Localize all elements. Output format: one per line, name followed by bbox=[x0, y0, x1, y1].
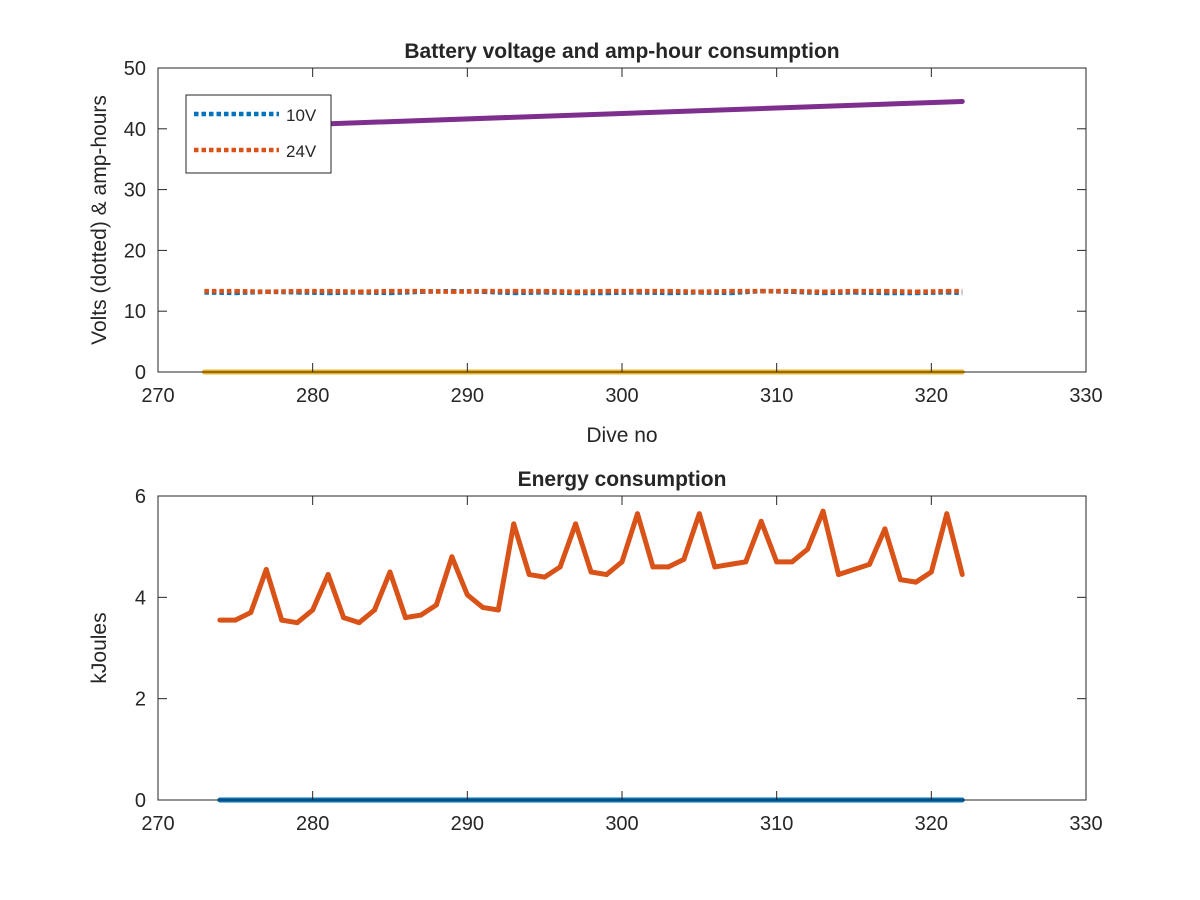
y-tick-label: 20 bbox=[124, 240, 146, 262]
line-segment bbox=[526, 572, 548, 580]
line-segment bbox=[328, 288, 360, 294]
line-segment bbox=[851, 561, 872, 572]
line-segment bbox=[232, 610, 254, 623]
line-segment bbox=[263, 566, 285, 623]
y-tick-label: 0 bbox=[135, 790, 146, 812]
x-tick-label: 310 bbox=[760, 385, 793, 407]
series-2-1 bbox=[217, 508, 965, 626]
line-segment bbox=[294, 607, 316, 626]
line-segment bbox=[758, 518, 780, 565]
line-segment bbox=[820, 508, 842, 578]
y-tick-label: 4 bbox=[135, 587, 146, 609]
line-segment bbox=[634, 511, 656, 570]
x-tick-label: 320 bbox=[915, 385, 948, 407]
line-segment bbox=[712, 561, 733, 570]
line-segment bbox=[805, 508, 826, 552]
line-segment bbox=[279, 617, 300, 626]
legend-label: 10V bbox=[286, 106, 317, 125]
line-segment bbox=[451, 288, 483, 294]
line-segment bbox=[557, 521, 579, 570]
line-segment bbox=[619, 511, 640, 565]
line-segment bbox=[356, 607, 378, 626]
x-tick-label: 320 bbox=[915, 813, 948, 835]
line-segment bbox=[420, 288, 452, 294]
y-tick-label: 50 bbox=[124, 58, 146, 80]
line-segment bbox=[573, 521, 594, 575]
y-tick-label: 2 bbox=[135, 689, 146, 711]
x-tick-label: 300 bbox=[605, 813, 638, 835]
line-segment bbox=[836, 566, 857, 578]
line-segment bbox=[495, 521, 517, 613]
line-segment bbox=[310, 572, 331, 613]
x-axis-label: Dive no bbox=[586, 424, 657, 447]
line-segment bbox=[511, 521, 532, 578]
line-segment bbox=[699, 288, 731, 294]
line-segment bbox=[882, 526, 903, 583]
line-segment bbox=[789, 546, 811, 565]
y-tick-label: 40 bbox=[124, 119, 146, 141]
line-segment bbox=[433, 554, 455, 608]
axes-box bbox=[157, 495, 1087, 801]
line-segment bbox=[325, 572, 347, 621]
chart-title: Energy consumption bbox=[518, 468, 727, 491]
line-segment bbox=[402, 612, 424, 621]
line-segment bbox=[928, 511, 950, 575]
line-segment bbox=[387, 569, 408, 621]
line-segment bbox=[743, 518, 764, 565]
line-segment bbox=[266, 288, 298, 294]
line-segment bbox=[341, 615, 362, 626]
line-segment bbox=[913, 569, 934, 585]
line-segment bbox=[575, 288, 607, 294]
x-tick-label: 290 bbox=[451, 813, 484, 835]
y-tick-label: 0 bbox=[135, 362, 146, 384]
x-tick-label: 280 bbox=[296, 813, 329, 835]
line-segment bbox=[449, 554, 470, 598]
y-axis-label: kJoules bbox=[88, 612, 111, 683]
x-tick-label: 330 bbox=[1069, 385, 1102, 407]
line-segment bbox=[235, 288, 267, 294]
line-segment bbox=[359, 288, 391, 294]
series-1-2 bbox=[204, 288, 963, 294]
y-tick-label: 6 bbox=[135, 486, 146, 508]
line-segment bbox=[480, 604, 501, 613]
line-segment bbox=[248, 566, 269, 616]
x-tick-label: 330 bbox=[1069, 813, 1102, 835]
line-segment bbox=[727, 559, 749, 567]
y-tick-label: 10 bbox=[124, 301, 146, 323]
y-tick-label: 30 bbox=[124, 180, 146, 202]
line-segment bbox=[464, 592, 486, 610]
line-segment bbox=[792, 288, 824, 294]
line-segment bbox=[544, 288, 576, 294]
legend: 10V 24V bbox=[185, 94, 332, 174]
line-segment bbox=[604, 559, 625, 578]
line-segment bbox=[884, 288, 916, 294]
line-segment bbox=[668, 288, 700, 294]
line-segment bbox=[588, 569, 610, 578]
x-tick-label: 280 bbox=[296, 385, 329, 407]
x-tick-label: 270 bbox=[141, 813, 174, 835]
line-segment bbox=[542, 564, 563, 580]
x-tick-label: 310 bbox=[760, 813, 793, 835]
line-segment bbox=[866, 526, 888, 567]
x-tick-label: 270 bbox=[141, 385, 174, 407]
line-segment bbox=[897, 577, 919, 585]
axes-1: 270 280 290 300 310 320 330 0 10 20 30 40 50 Battery … bbox=[88, 40, 1103, 447]
line-segment bbox=[915, 288, 947, 294]
line-segment bbox=[418, 602, 439, 618]
x-tick-label: 300 bbox=[605, 385, 638, 407]
chart-title: Battery voltage and amp-hour consumption bbox=[404, 40, 839, 63]
legend-label: 24V bbox=[286, 142, 317, 161]
line-segment bbox=[696, 511, 718, 570]
line-segment bbox=[681, 511, 702, 562]
legend-box bbox=[185, 94, 332, 174]
y-axis-label: Volts (dotted) & amp-hours bbox=[88, 95, 111, 345]
line-segment bbox=[944, 511, 965, 578]
line-segment bbox=[372, 569, 393, 613]
x-tick-label: 290 bbox=[451, 385, 484, 407]
line-segment bbox=[665, 556, 687, 570]
line-segment bbox=[823, 288, 855, 294]
axes-2: 270 280 290 300 310 320 330 0 2 4 6 Energy consumpt… bbox=[88, 468, 1103, 835]
